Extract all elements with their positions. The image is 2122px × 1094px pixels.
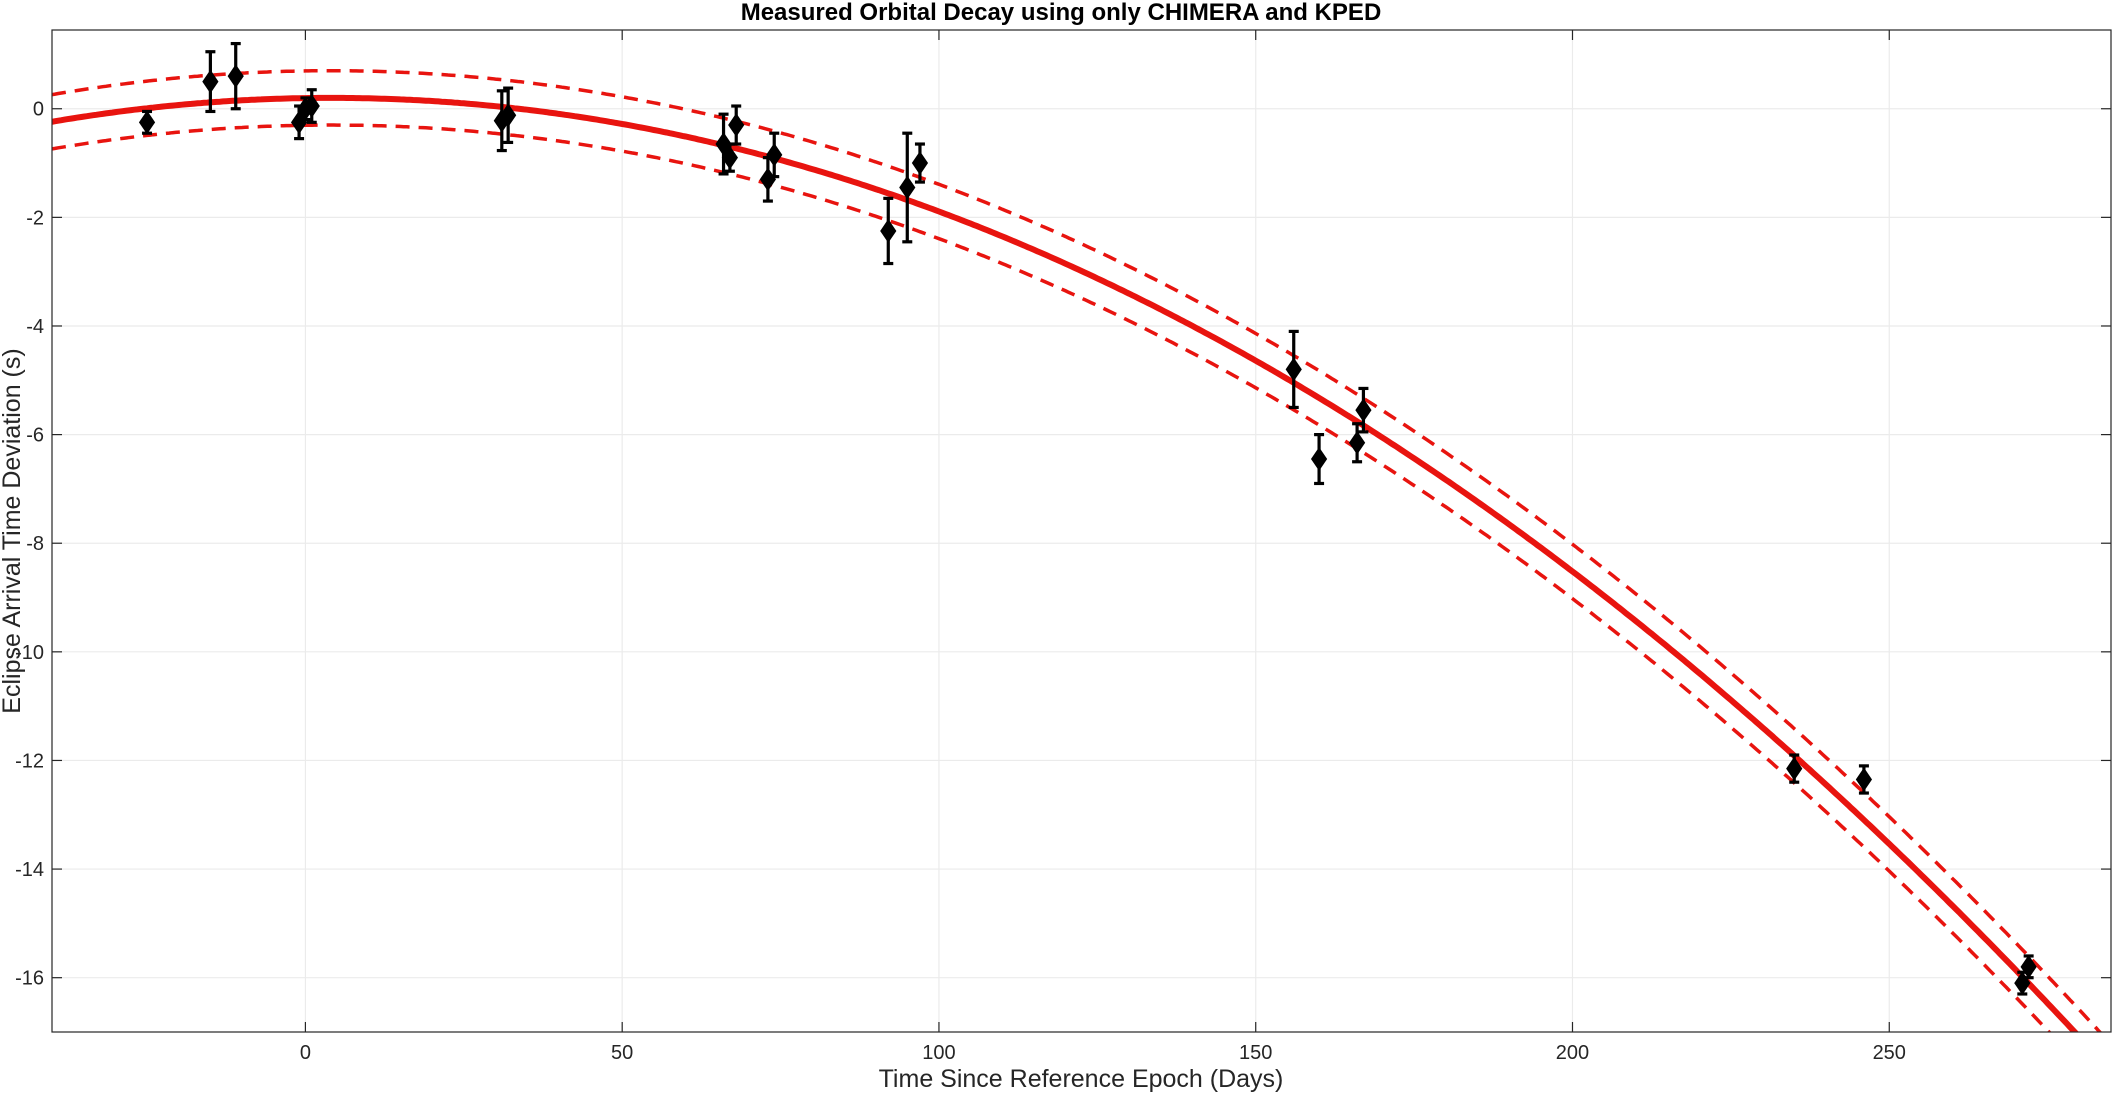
y-tick-label: -8	[26, 533, 44, 555]
data-point	[1855, 767, 1873, 792]
fit-curves	[52, 68, 2103, 1032]
fit-line	[52, 94, 2079, 1032]
lower-band-line	[52, 123, 2052, 1032]
plot-frame	[51, 29, 2112, 1033]
ticks: 0 50 100 150 200 250 0 -2 -4 -6 -8 -10 -12 -14 -16	[15, 30, 2111, 1064]
data-point	[1285, 357, 1302, 382]
y-tick-label: -12	[15, 750, 44, 772]
data-point	[202, 69, 219, 94]
data-point	[766, 143, 783, 167]
x-tick-label: 250	[1873, 1042, 1906, 1064]
data-point	[500, 103, 517, 128]
x-tick-label: 200	[1556, 1042, 1589, 1064]
data-point	[911, 151, 929, 175]
y-axis-label: Eclipse Arrival Time Deviation (s)	[0, 348, 26, 713]
upper-band-line	[52, 68, 2103, 1032]
y-tick-label: 0	[33, 99, 44, 121]
x-tick-label: 0	[300, 1042, 311, 1064]
series	[52, 41, 2103, 1032]
data-point	[1348, 430, 1366, 455]
data-point	[227, 64, 244, 89]
y-tick-label: -16	[15, 968, 44, 990]
data-point	[1355, 398, 1372, 423]
x-tick-label: 150	[1239, 1042, 1272, 1064]
grid	[52, 30, 2111, 1032]
chart-title: Measured Orbital Decay using only CHIMER…	[741, 0, 1382, 26]
data-points	[138, 41, 2037, 996]
y-tick-label: -4	[26, 316, 44, 338]
y-tick-label: -6	[26, 425, 44, 447]
x-tick-label: 50	[611, 1042, 633, 1064]
data-point	[1786, 756, 1803, 781]
y-tick-label: -14	[15, 859, 44, 881]
x-tick-label: 100	[922, 1042, 955, 1064]
y-tick-label: -2	[26, 207, 44, 229]
data-point	[2020, 954, 2037, 979]
data-point	[880, 219, 897, 243]
data-point	[899, 175, 916, 200]
data-point	[1310, 447, 1328, 471]
data-point	[138, 110, 156, 135]
x-axis-label: Time Since Reference Epoch (Days)	[879, 1065, 1284, 1093]
data-point	[728, 113, 745, 137]
y-tick-label: -10	[15, 642, 44, 664]
data-point	[721, 145, 738, 170]
data-point	[303, 94, 320, 118]
